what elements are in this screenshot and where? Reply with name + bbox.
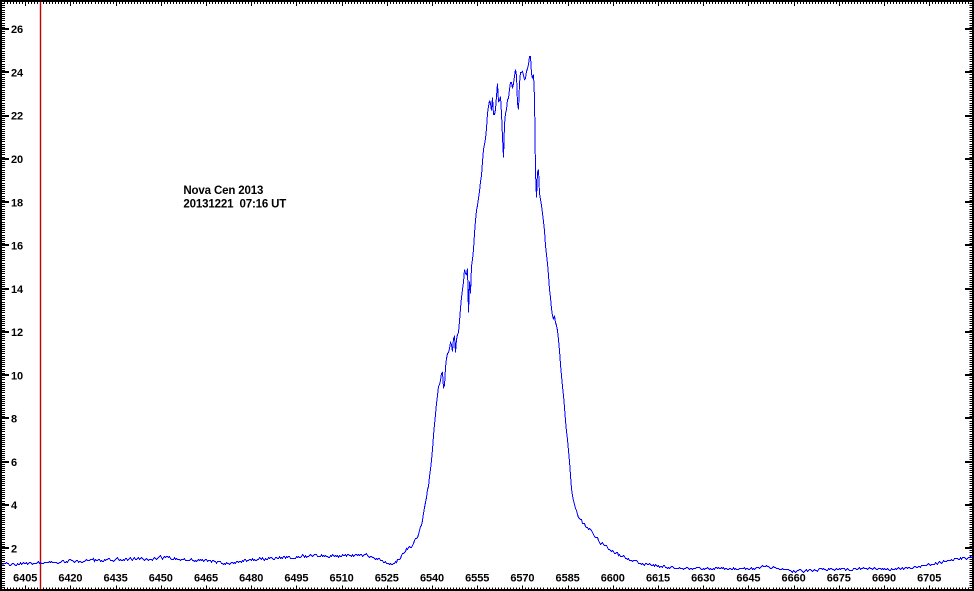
- svg-text:6420: 6420: [58, 573, 82, 585]
- svg-text:6450: 6450: [149, 573, 173, 585]
- svg-text:6645: 6645: [736, 573, 760, 585]
- svg-text:20: 20: [11, 154, 23, 166]
- svg-text:6480: 6480: [239, 573, 263, 585]
- svg-text:6405: 6405: [13, 573, 37, 585]
- svg-text:14: 14: [11, 284, 24, 296]
- svg-text:6495: 6495: [284, 573, 308, 585]
- svg-text:6465: 6465: [194, 573, 218, 585]
- svg-text:2: 2: [11, 543, 17, 555]
- svg-text:6540: 6540: [420, 573, 444, 585]
- svg-text:22: 22: [11, 111, 23, 123]
- svg-text:12: 12: [11, 327, 23, 339]
- svg-text:Nova Cen 2013: Nova Cen 2013: [183, 185, 263, 197]
- svg-text:6615: 6615: [646, 573, 670, 585]
- svg-text:6555: 6555: [465, 573, 489, 585]
- svg-text:6585: 6585: [556, 573, 580, 585]
- svg-text:6570: 6570: [510, 573, 534, 585]
- svg-text:6660: 6660: [782, 573, 806, 585]
- svg-text:6600: 6600: [601, 573, 625, 585]
- svg-text:4: 4: [11, 500, 18, 512]
- svg-text:8: 8: [11, 414, 17, 426]
- svg-text:16: 16: [11, 241, 23, 253]
- svg-text:6705: 6705: [917, 573, 941, 585]
- svg-text:26: 26: [11, 24, 23, 36]
- svg-text:6675: 6675: [827, 573, 851, 585]
- svg-text:6525: 6525: [375, 573, 399, 585]
- svg-text:20131221 07:16 UT: 20131221 07:16 UT: [183, 199, 286, 211]
- svg-text:24: 24: [11, 68, 24, 80]
- svg-text:10: 10: [11, 370, 23, 382]
- svg-text:6690: 6690: [872, 573, 896, 585]
- svg-text:6510: 6510: [330, 573, 354, 585]
- svg-text:6435: 6435: [104, 573, 128, 585]
- svg-text:18: 18: [11, 197, 23, 209]
- svg-text:6: 6: [11, 457, 17, 469]
- svg-text:6630: 6630: [691, 573, 715, 585]
